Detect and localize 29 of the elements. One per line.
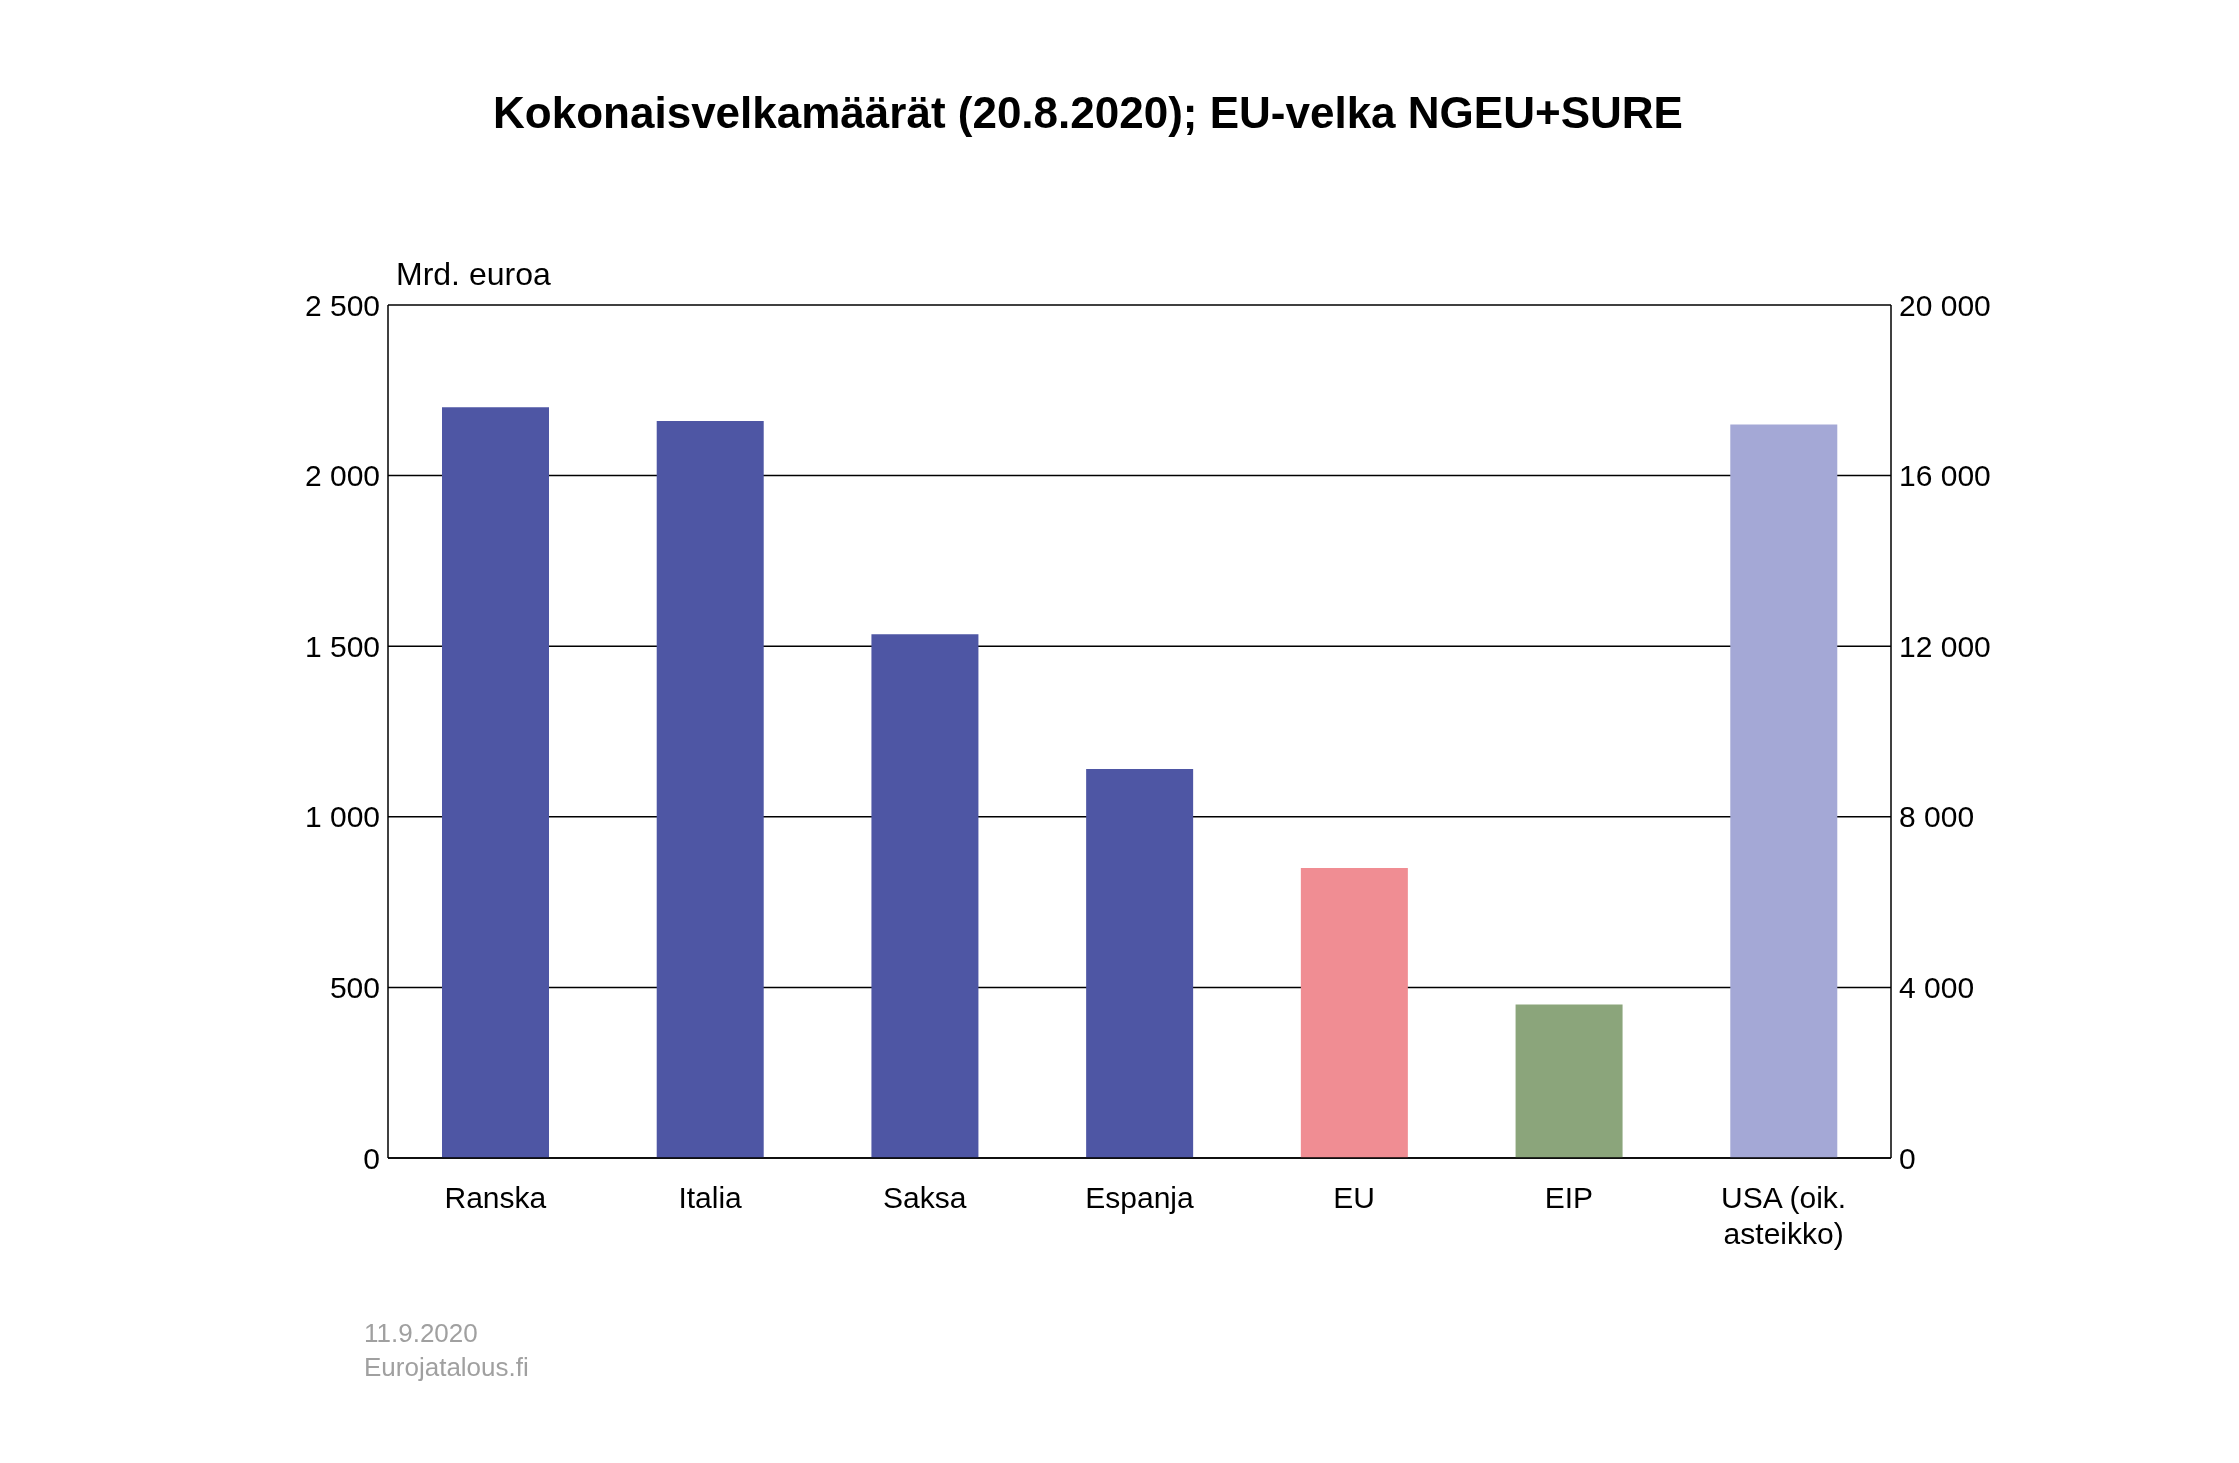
chart-title: Kokonaisvelkamäärät (20.8.2020); EU-velka NGEU+SURE (492, 88, 1684, 138)
x-tick-label: Espanja (1085, 1181, 1195, 1214)
y-tick-label: 0 (363, 1141, 380, 1175)
text: 11.9.2020 (364, 1318, 478, 1349)
x-tick-label: Ranska (444, 1181, 547, 1214)
x-tick-label: Saksa (883, 1181, 967, 1214)
bar (656, 421, 764, 1158)
y-axis-title: Mrd. euroa (396, 256, 551, 293)
y-tick-label: 2 000 (304, 459, 380, 493)
x-tick-label: Italia (678, 1181, 743, 1214)
bar (1515, 1004, 1623, 1158)
bar (1300, 867, 1408, 1158)
text: Eurojatalous.fi (364, 1352, 529, 1383)
y2-tick-label: 12 000 (1899, 629, 1991, 663)
y2-tick-label: 8 000 (1899, 800, 1975, 834)
y2-tick-label: 20 000 (1899, 288, 1991, 322)
y-tick-label: 1 500 (304, 629, 380, 663)
x-tick-label: EU (1333, 1181, 1376, 1214)
x-tick-label: USA (oik. asteikko) (1721, 1181, 1847, 1250)
bar (442, 407, 549, 1158)
y-tick-label: 2 500 (304, 288, 380, 322)
y2-tick-label: 0 (1899, 1141, 1916, 1175)
x-tick-label: EIP (1544, 1181, 1594, 1214)
y2-tick-label: 16 000 (1899, 459, 1991, 493)
y2-tick-label: 4 000 (1899, 971, 1975, 1005)
bar (1086, 769, 1194, 1158)
bar (871, 634, 979, 1158)
y-tick-label: 1 000 (304, 800, 380, 834)
y-tick-label: 500 (329, 971, 380, 1005)
